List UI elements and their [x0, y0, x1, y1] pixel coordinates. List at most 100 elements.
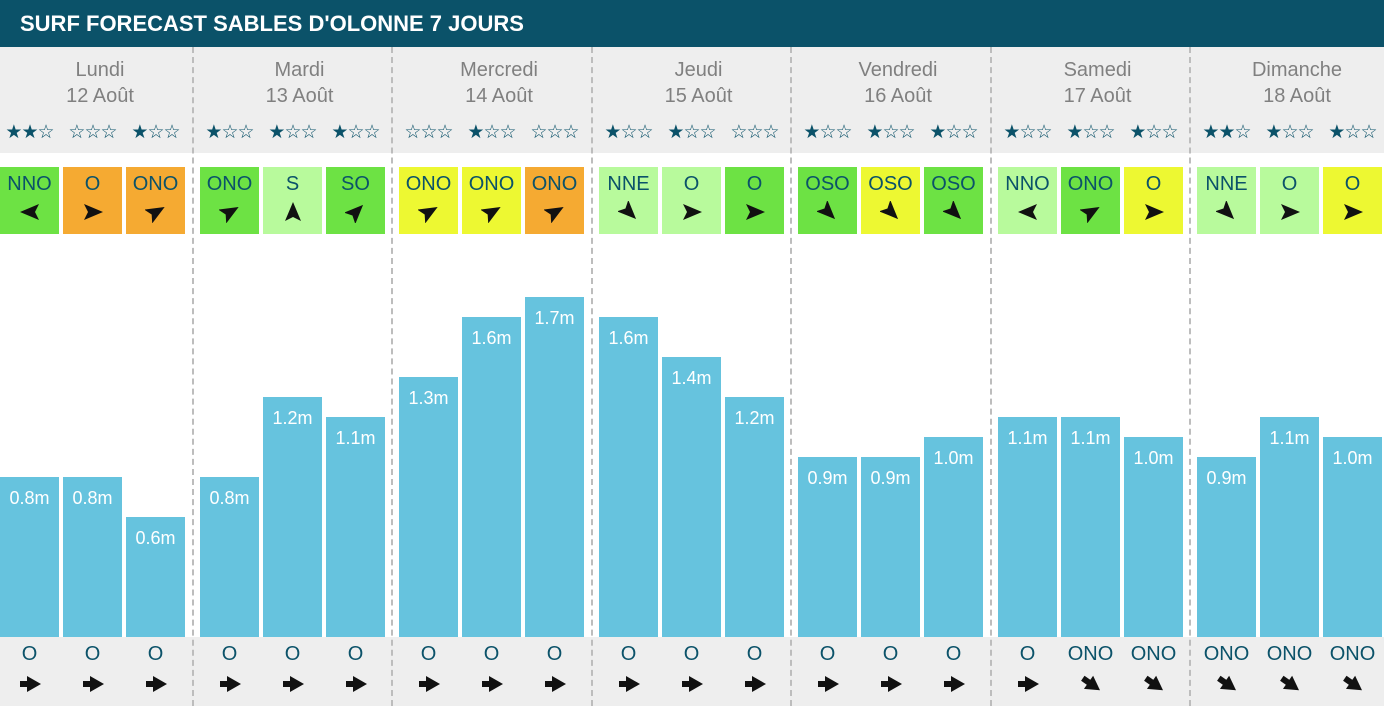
wind-arrow-icon — [19, 201, 41, 223]
swell-arrow-icon — [480, 672, 504, 696]
swell-arrow-icon — [1215, 672, 1239, 696]
wind-arrow-icon — [744, 201, 766, 223]
wind-box: OSO — [924, 167, 983, 234]
wind-box: NNO — [998, 167, 1057, 234]
wave-height-bar: 0.8m — [0, 477, 59, 637]
star-empty-icon: ☆ — [1234, 122, 1252, 143]
wave-height-label: 1.2m — [272, 408, 313, 428]
wind-arrow-icon — [878, 199, 902, 223]
star-filled-icon: ★ — [866, 122, 883, 143]
wind-direction-label: NNE — [1205, 173, 1248, 195]
wind-arrow-icon — [144, 201, 167, 224]
wave-height-label: 0.6m — [135, 528, 176, 548]
day-swell-band — [200, 637, 399, 706]
wind-box: S — [263, 167, 322, 234]
star-empty-icon: ☆ — [68, 122, 85, 143]
day-name: Lundi — [75, 59, 125, 81]
wave-height-bar: 0.9m — [798, 457, 857, 637]
rating-stars: ★☆☆ — [859, 121, 922, 145]
swell-direction-label: O — [483, 643, 500, 665]
swell-direction-label: ONO — [1203, 643, 1250, 665]
wave-height-label: 0.8m — [72, 488, 113, 508]
wind-direction-label: OSO — [805, 173, 850, 195]
swell-cell: O — [525, 642, 584, 702]
star-empty-icon: ☆ — [1082, 122, 1099, 143]
wind-direction-label: ONO — [132, 173, 179, 195]
swell-arrow-icon — [218, 672, 242, 696]
wind-arrow-icon — [543, 201, 566, 224]
wind-arrow-icon — [282, 201, 304, 223]
day-separator — [790, 47, 792, 706]
wind-box: O — [662, 167, 721, 234]
wind-box: O — [1124, 167, 1183, 234]
star-empty-icon: ☆ — [882, 122, 899, 143]
wind-box: O — [63, 167, 122, 234]
wind-direction-label: S — [285, 173, 300, 195]
wave-height-label: 0.9m — [1206, 468, 1247, 488]
swell-cell: O — [399, 642, 458, 702]
wind-arrow-icon — [82, 201, 104, 223]
star-empty-icon: ☆ — [699, 122, 717, 143]
star-filled-icon: ★ — [205, 122, 222, 143]
swell-direction-label: O — [84, 643, 101, 665]
wind-arrow-icon — [343, 201, 367, 225]
swell-cell: O — [599, 642, 658, 702]
wind-arrow-icon — [1017, 201, 1039, 223]
rating-stars: ★★☆ — [0, 121, 61, 145]
wind-box: OSO — [798, 167, 857, 234]
wind-arrow-icon — [1279, 201, 1301, 223]
wave-height-bar: 1.7m — [525, 297, 584, 637]
wind-direction-label: O — [1344, 173, 1361, 195]
swell-arrow-icon — [617, 672, 641, 696]
day-header: Dimanche 18 Août — [1197, 47, 1384, 153]
swell-direction-label: ONO — [1329, 643, 1376, 665]
swell-cell: ONO — [1260, 642, 1319, 702]
swell-direction-label: O — [1019, 643, 1036, 665]
star-empty-icon: ☆ — [363, 122, 381, 143]
wave-height-bar: 1.4m — [662, 357, 721, 637]
wind-direction-label: ONO — [531, 173, 578, 195]
star-filled-icon: ★ — [1218, 122, 1235, 143]
star-empty-icon: ☆ — [347, 122, 364, 143]
day-header: Samedi 17 Août — [998, 47, 1197, 153]
swell-direction-label: O — [546, 643, 563, 665]
star-filled-icon: ★ — [331, 122, 348, 143]
swell-cell: ONO — [1323, 642, 1382, 702]
rating-stars: ★☆☆ — [1258, 121, 1321, 145]
forecast-title: SURF FORECAST SABLES D'OLONNE 7 JOURS — [20, 11, 524, 36]
wind-direction-label: NNO — [1005, 173, 1050, 195]
day-date: 12 Août — [66, 85, 134, 107]
wind-arrow-icon — [1342, 201, 1364, 223]
rating-stars: ★☆☆ — [1122, 121, 1185, 145]
wave-height-bar: 1.0m — [924, 437, 983, 637]
rating-stars: ★☆☆ — [1321, 121, 1384, 145]
day-header: Mardi 13 Août — [200, 47, 399, 153]
star-filled-icon: ★ — [268, 122, 285, 143]
wind-arrow-icon — [941, 199, 965, 223]
wave-height-label: 1.6m — [471, 328, 512, 348]
swell-arrow-icon — [1142, 672, 1166, 696]
star-filled-icon: ★ — [803, 122, 820, 143]
star-filled-icon: ★ — [929, 122, 946, 143]
wind-arrow-icon — [480, 201, 503, 224]
wind-box: OSO — [861, 167, 920, 234]
wind-arrow-icon — [815, 199, 839, 223]
forecast-header: SURF FORECAST SABLES D'OLONNE 7 JOURS — [0, 0, 1384, 47]
wave-height-bar: 1.6m — [462, 317, 521, 637]
swell-arrow-icon — [743, 672, 767, 696]
wave-height-label: 1.1m — [1007, 428, 1048, 448]
wind-direction-label: O — [1281, 173, 1298, 195]
rating-stars: ☆☆☆ — [523, 121, 586, 145]
star-empty-icon: ☆ — [284, 122, 301, 143]
day-swell-band — [998, 637, 1197, 706]
wind-direction-label: O — [746, 173, 763, 195]
swell-direction-label: O — [683, 643, 700, 665]
wave-height-label: 0.9m — [807, 468, 848, 488]
wave-height-label: 1.3m — [408, 388, 449, 408]
wave-height-label: 1.7m — [534, 308, 575, 328]
rating-stars: ☆☆☆ — [397, 121, 460, 145]
swell-arrow-icon — [543, 672, 567, 696]
wave-height-label: 0.8m — [9, 488, 50, 508]
swell-arrow-icon — [81, 672, 105, 696]
star-empty-icon: ☆ — [37, 122, 55, 143]
